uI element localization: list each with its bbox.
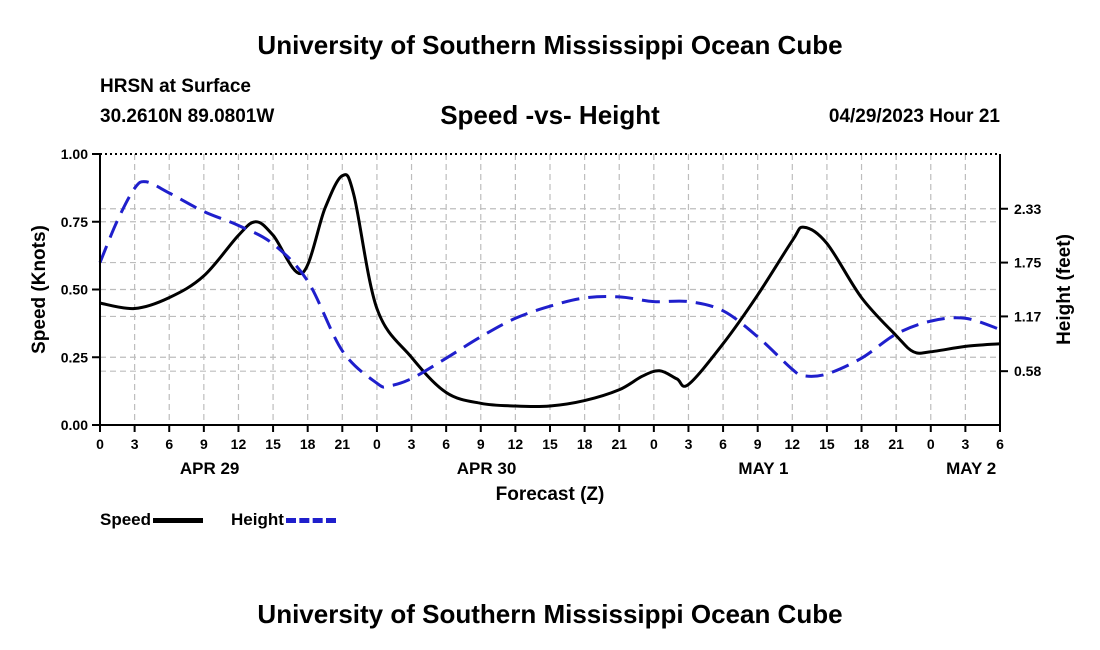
x-tick-label: 9 [754, 436, 762, 452]
x-tick-label: 0 [927, 436, 935, 452]
x-tick-label: 3 [408, 436, 416, 452]
chart-subtitle: Speed -vs- Height [440, 100, 660, 130]
y-axis-title-left: Speed (Knots) [29, 225, 50, 354]
axes-layer [92, 153, 1008, 432]
series-speed-line [99, 173, 1001, 409]
x-tick-label: 6 [442, 436, 450, 452]
y-tick-label-left: 1.00 [61, 146, 88, 162]
x-tick-label: 9 [477, 436, 485, 452]
x-tick-label: 18 [300, 436, 316, 452]
y-tick-label-left: 0.75 [61, 214, 88, 230]
y-tick-label-right: 2.33 [1014, 201, 1041, 217]
y-tick-label-left: 0.50 [61, 282, 88, 298]
x-date-label: APR 29 [180, 459, 240, 478]
series-height-line [98, 180, 1001, 389]
series-layer [98, 173, 1001, 409]
station-label: HRSN at Surface [100, 76, 251, 97]
legend-height-swatch [285, 518, 336, 524]
x-tick-label: 12 [785, 436, 801, 452]
legend-speed-label: Speed [100, 510, 152, 529]
x-tick-label: 12 [231, 436, 247, 452]
x-date-label: MAY 1 [738, 459, 788, 478]
footer-title: University of Southern Mississippi Ocean… [257, 599, 843, 629]
x-tick-label: 3 [961, 436, 969, 452]
x-date-label: MAY 2 [946, 459, 996, 478]
main-title: University of Southern Mississippi Ocean… [257, 30, 843, 60]
x-tick-label: 0 [96, 436, 104, 452]
y-tick-label-right: 0.58 [1014, 363, 1041, 379]
x-tick-label: 6 [165, 436, 173, 452]
x-tick-label: 9 [200, 436, 208, 452]
x-tick-label: 3 [131, 436, 139, 452]
x-tick-label: 12 [508, 436, 524, 452]
legend-speed: Speed [100, 510, 204, 530]
x-tick-label: 6 [719, 436, 727, 452]
x-tick-label: 18 [854, 436, 870, 452]
x-axis-title: Forecast (Z) [496, 484, 605, 505]
y-tick-label-left: 0.25 [61, 349, 88, 365]
y-tick-label-right: 1.75 [1014, 255, 1041, 271]
x-tick-label: 15 [542, 436, 558, 452]
legend-height-label: Height [231, 510, 284, 529]
x-tick-label: 0 [373, 436, 381, 452]
y-axis-title-right: Height (feet) [1054, 234, 1075, 345]
x-tick-label: 18 [577, 436, 593, 452]
x-tick-label: 21 [888, 436, 904, 452]
x-tick-label: 21 [335, 436, 351, 452]
station-coordinates: 30.2610N 89.0801W [100, 106, 275, 127]
label-layer: 0.00 0.25 0.50 0.75 1.00 0.58 1.17 1.75 2.33 0 3 6 9… [29, 146, 1075, 505]
y-tick-label-left: 0.00 [61, 417, 88, 433]
legend-height: Height [231, 510, 336, 530]
x-date-label: APR 30 [457, 459, 517, 478]
y-tick-label-right: 1.17 [1014, 308, 1041, 324]
x-tick-label: 15 [265, 436, 281, 452]
x-tick-label: 21 [611, 436, 627, 452]
x-tick-label: 15 [819, 436, 835, 452]
x-tick-label: 3 [685, 436, 693, 452]
x-tick-label: 6 [996, 436, 1004, 452]
forecast-datetime: 04/29/2023 Hour 21 [828, 106, 1000, 127]
grid-layer [100, 154, 1000, 425]
legend-speed-swatch [153, 518, 204, 524]
x-tick-label: 0 [650, 436, 658, 452]
